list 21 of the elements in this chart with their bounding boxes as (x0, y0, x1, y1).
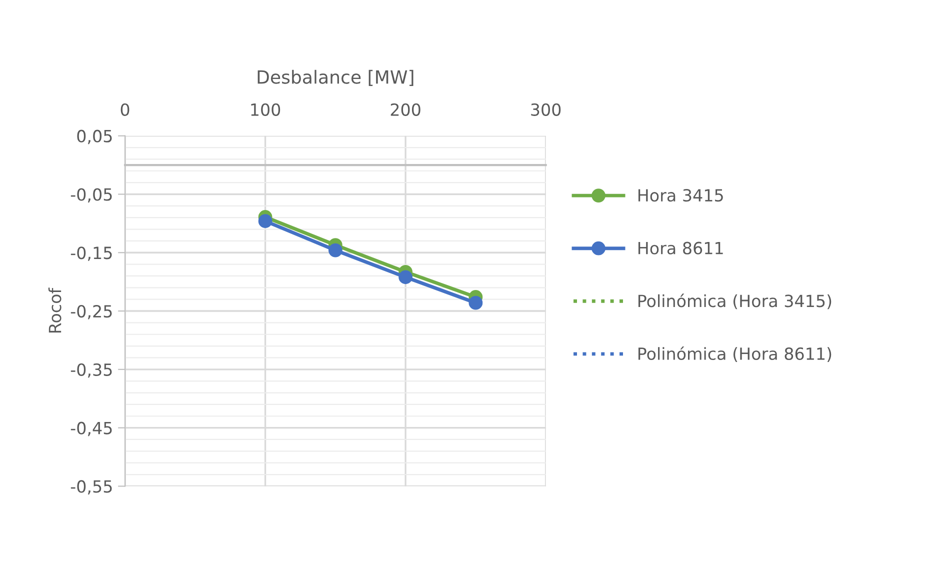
y-tick-label: -0,45 (70, 422, 112, 436)
y-tick-label: -0,55 (70, 480, 112, 494)
point (328, 243, 342, 258)
y-tick-label: -0,05 (70, 188, 112, 202)
point (398, 270, 412, 284)
point (258, 214, 272, 228)
point (468, 296, 483, 310)
x-axis-title: Desbalance [MW] (258, 70, 414, 86)
legend-label: Polinómica (Hora 3415) (638, 294, 832, 310)
legend-label: Hora 8611 (638, 242, 723, 254)
y-tick-label: -0,25 (70, 304, 112, 320)
x-tick-label: 100 (251, 103, 280, 116)
legend-label: Polinómica (Hora 8611) (638, 346, 832, 362)
x-tick-label: 300 (531, 103, 561, 116)
y-axis-title: Rocof (48, 288, 62, 333)
y-tick-label: -0,35 (70, 363, 112, 378)
legend-label: Hora 3415 (638, 189, 723, 202)
y-tick-label: 0,05 (77, 130, 112, 144)
y-tick-label: -0,15 (70, 246, 112, 261)
x-tick-label: 200 (390, 103, 420, 116)
x-tick-label: 0 (120, 103, 130, 116)
